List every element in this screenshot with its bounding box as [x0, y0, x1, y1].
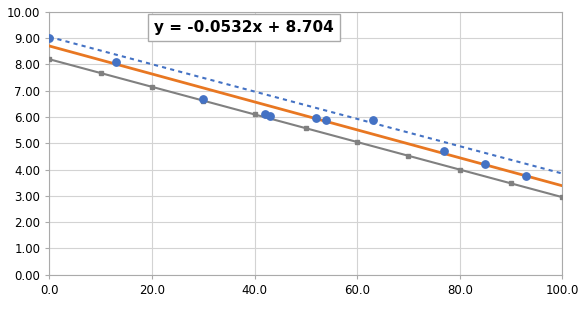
Point [311, 116, 321, 121]
Text: y = -0.0532x + 8.704: y = -0.0532x + 8.704 [155, 20, 334, 35]
Point [322, 117, 331, 122]
Point [260, 112, 270, 117]
Legend: y, Upper 95%, Lower 95%: y, Upper 95%, Lower 95% [166, 330, 446, 335]
Point [368, 117, 377, 122]
Point [522, 174, 531, 179]
Point [111, 59, 121, 65]
Point [481, 162, 490, 167]
Point [199, 96, 208, 101]
Point [265, 113, 275, 118]
Point [440, 148, 449, 154]
Point [45, 36, 54, 41]
